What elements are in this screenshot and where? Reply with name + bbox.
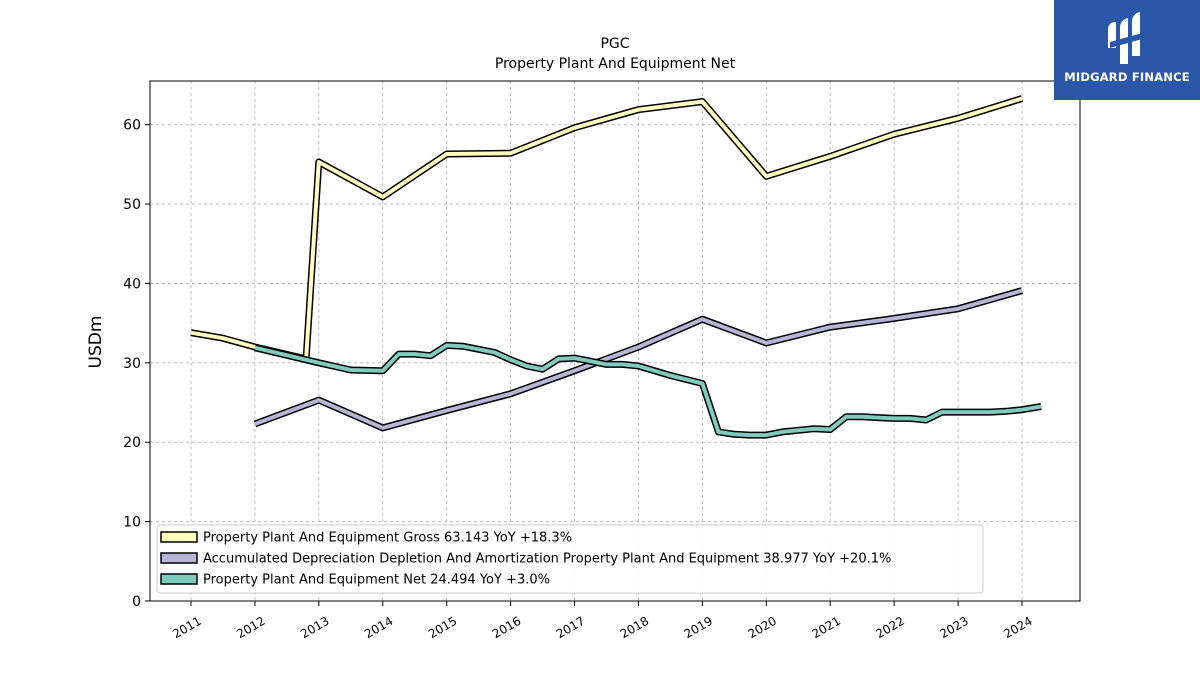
- grid-lines: [150, 81, 1080, 602]
- y-axis-label: USDm: [86, 316, 106, 369]
- x-tick-label: 2020: [746, 614, 779, 641]
- legend-swatch-1: [160, 531, 198, 543]
- midgard-logo-icon: [1108, 12, 1146, 64]
- y-tick-label: 20: [123, 435, 141, 451]
- legend-entry-1: Property Plant And Equipment Gross 63.14…: [203, 531, 572, 546]
- x-tick-label: 2013: [298, 614, 331, 641]
- x-tick-label: 2024: [1001, 614, 1034, 641]
- series-line-2: [254, 288, 1023, 430]
- x-tick-label: 2017: [554, 614, 587, 641]
- x-tick-label: 2018: [618, 614, 651, 641]
- y-tick-label: 50: [123, 197, 141, 213]
- series-lines: [190, 95, 1042, 439]
- x-tick-label: 2022: [873, 614, 906, 641]
- x-tick-label: 2021: [810, 614, 843, 641]
- chart-subtitle: Property Plant And Equipment Net: [495, 56, 736, 72]
- legend-entry-2: Accumulated Depreciation Depletion And A…: [203, 552, 891, 567]
- plot-area-frame: [149, 80, 1081, 602]
- y-tick-label: 30: [123, 356, 141, 372]
- legend-box: [156, 524, 984, 594]
- x-tick-label: 2015: [426, 614, 459, 641]
- y-tick-label: 10: [123, 515, 141, 531]
- legend-swatch-3: [160, 573, 198, 585]
- y-tick-label: 60: [123, 118, 141, 134]
- x-tick-label: 2011: [170, 614, 203, 641]
- y-tick-label: 0: [132, 594, 141, 610]
- y-tick-label: 40: [123, 276, 141, 292]
- brand-logo: MIDGARD FINANCE: [1054, 0, 1200, 100]
- chart-title: PGC: [600, 36, 629, 52]
- x-tick-label: 2012: [234, 614, 267, 641]
- x-tick-label: 2023: [937, 614, 970, 641]
- x-tick-label: 2016: [490, 614, 523, 641]
- series-line-3: [254, 343, 1042, 438]
- legend-entry-3: Property Plant And Equipment Net 24.494 …: [203, 573, 550, 588]
- x-tick-label: 2014: [362, 614, 395, 641]
- x-tick-label: 2019: [682, 614, 715, 641]
- legend-swatch-2: [160, 552, 198, 564]
- brand-name: MIDGARD FINANCE: [1064, 70, 1190, 84]
- legend: Property Plant And Equipment Gross 63.14…: [156, 524, 984, 594]
